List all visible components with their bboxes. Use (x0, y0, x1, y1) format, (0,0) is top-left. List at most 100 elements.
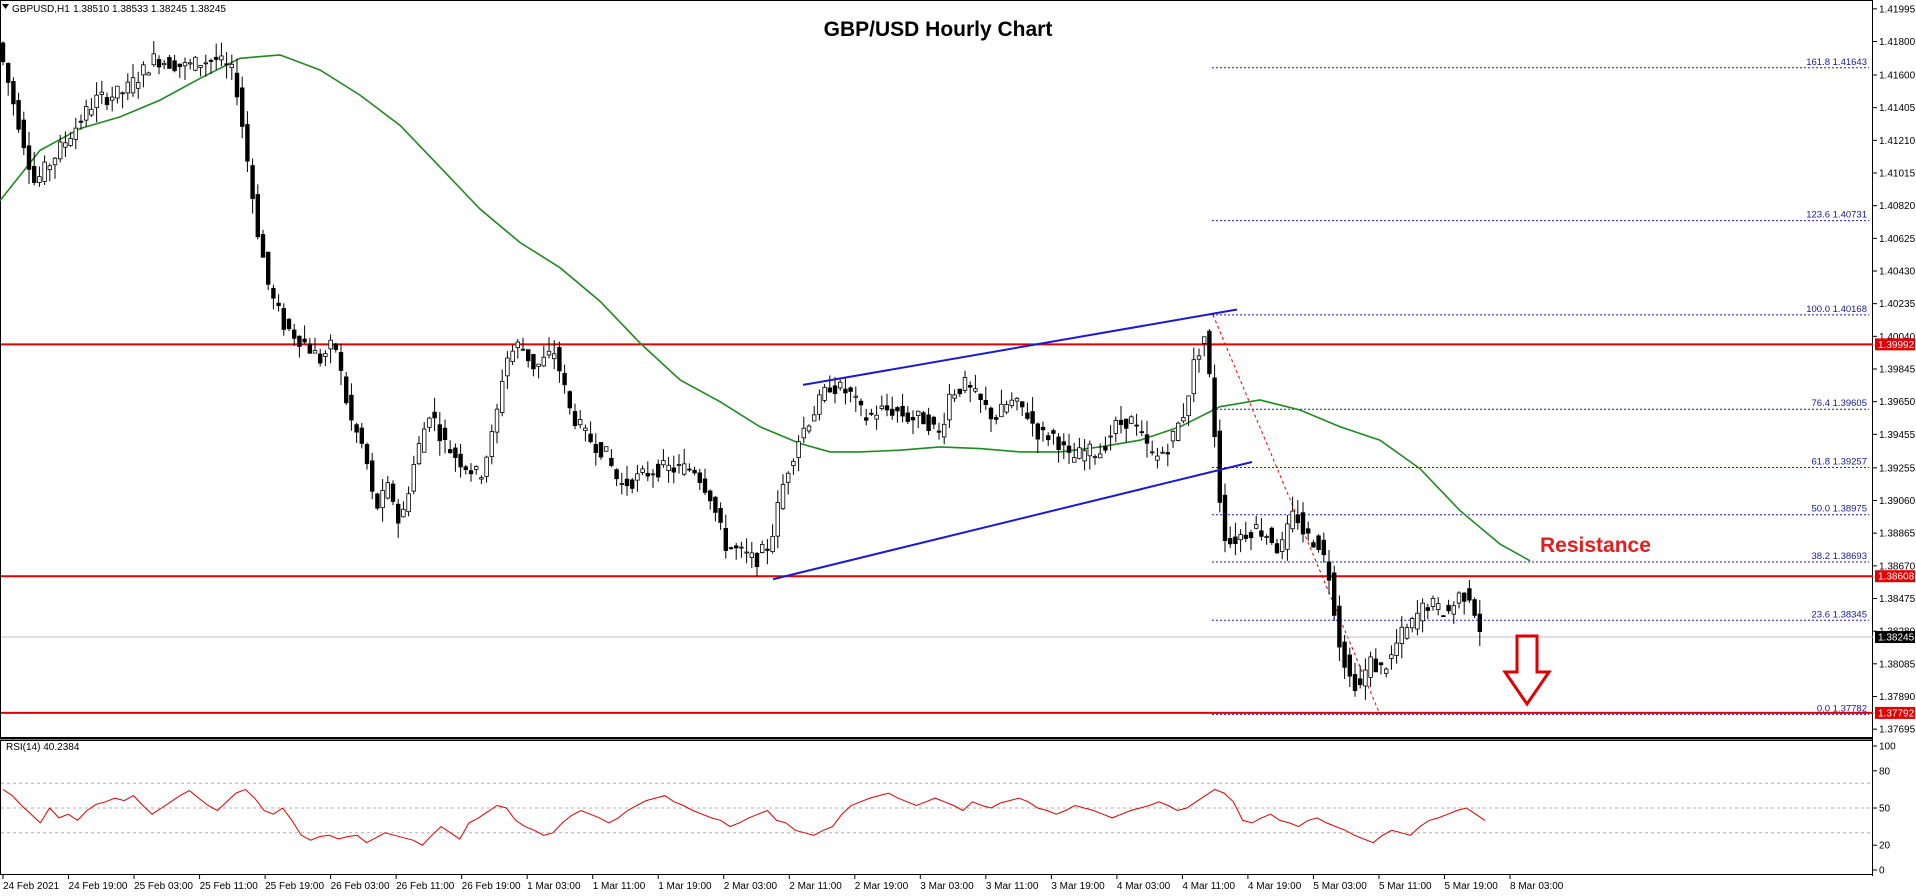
candle-bear (468, 470, 474, 475)
candle-bull (1202, 336, 1207, 344)
candle-bear (1342, 641, 1347, 668)
candle-bear (453, 447, 458, 458)
candle-bear (931, 416, 936, 425)
candle-bull (838, 381, 843, 389)
candle-bear (1165, 452, 1170, 455)
candle-bull (1394, 642, 1399, 656)
candle-bull (115, 85, 120, 99)
candle-bear (234, 72, 240, 98)
price-tick-label: 1.38865 (1879, 529, 1916, 540)
time-tick-label: 3 Mar 03:00 (920, 881, 974, 892)
candle-bull (1238, 534, 1243, 541)
candle-bear (286, 318, 292, 330)
price-tick-label: 1.41600 (1879, 71, 1916, 82)
candle-bear (354, 424, 359, 433)
candle-bear (0, 42, 6, 63)
candle-bull (416, 443, 422, 465)
level-price-badge-bg (1875, 570, 1915, 583)
candle-bull (182, 62, 188, 67)
candle-bear (1139, 431, 1144, 434)
candle-bear (567, 391, 572, 409)
candle-bear (447, 449, 453, 454)
candle-bear (718, 508, 723, 523)
rising-channel (772, 308, 1253, 581)
candle-bear (926, 414, 931, 432)
time-tick-label: 2 Mar 11:00 (789, 881, 842, 892)
candle-bull (193, 56, 198, 71)
price-tick-label: 1.39650 (1879, 397, 1916, 408)
candle-bull (1009, 399, 1014, 406)
rsi-tick-label: 20 (1879, 841, 1891, 852)
candle-bear (1462, 592, 1467, 602)
price-tick-label: 1.40625 (1879, 234, 1916, 245)
candle-bear (983, 399, 988, 406)
candle-bull (1290, 510, 1295, 530)
price-tick-label: 1.41015 (1879, 169, 1916, 180)
candle-bear (349, 394, 354, 421)
time-tick-label: 5 Mar 19:00 (1444, 881, 1498, 892)
sma-line (0, 54, 1531, 562)
candle-bear (1228, 537, 1233, 545)
candle-bull (125, 81, 130, 94)
candle-bull (380, 490, 385, 509)
time-tick-label: 5 Mar 03:00 (1313, 881, 1367, 892)
candle-bull (499, 380, 505, 413)
candle-bear (1347, 654, 1352, 677)
candle-bear (245, 124, 250, 162)
candle-bear (957, 388, 962, 395)
candle-bear (250, 165, 255, 200)
rsi-tick-label: 0 (1879, 866, 1885, 877)
price-tick-label: 1.40820 (1879, 201, 1916, 212)
candle-bear (458, 453, 463, 468)
time-tick-label: 25 Feb 03:00 (134, 881, 193, 892)
moving-average (0, 54, 1531, 562)
candle-bull (99, 91, 104, 95)
symbol-ohlc-label: GBPUSD,H1 1.38510 1.38533 1.38245 1.38245 (12, 4, 226, 15)
channel-lower-line (772, 461, 1253, 581)
price-badges: 1.39992 1.38608 1.37792 1.38245 (1875, 338, 1915, 719)
time-tick-label: 8 Mar 03:00 (1510, 881, 1564, 892)
candle-bull (505, 357, 510, 377)
fib-level-label: 61.8 1.39257 (1812, 457, 1867, 468)
candle-bull (58, 141, 63, 160)
candle-bull (68, 138, 73, 146)
candle-bull (942, 423, 947, 438)
candle-bull (817, 394, 822, 415)
candle-bear (1248, 532, 1254, 539)
candle-bull (484, 456, 489, 477)
candle-bear (167, 56, 172, 69)
level-price-badge: 1.37792 (1878, 708, 1915, 719)
candle-bull (219, 55, 224, 61)
candle-bull (682, 463, 687, 475)
candle-bull (999, 403, 1004, 418)
candle-bull (110, 96, 115, 101)
price-tick-label: 1.41405 (1879, 103, 1916, 114)
candle-bear (754, 552, 760, 568)
candle-bull (676, 464, 682, 466)
fib-level-label: 123.6 1.40731 (1806, 210, 1867, 221)
candle-bull (760, 544, 765, 553)
candle-bear (848, 387, 853, 392)
candle-bear (1051, 430, 1056, 434)
candle-bull (1389, 654, 1394, 659)
candle-bear (713, 496, 718, 513)
candle-bull (406, 493, 411, 513)
candle-bear (213, 56, 219, 60)
candle-bear (1046, 435, 1051, 441)
candle-bull (1129, 416, 1134, 424)
candle-bear (11, 81, 16, 105)
candle-bear (276, 302, 281, 307)
time-tick-label: 24 Feb 19:00 (69, 881, 128, 892)
candle-bear (338, 352, 344, 371)
candle-bull (1430, 598, 1436, 607)
candle-bull (791, 460, 796, 466)
candle-bear (208, 60, 214, 62)
candle-bear (1217, 430, 1222, 503)
candle-bull (1196, 355, 1202, 360)
candle-bear (843, 388, 848, 394)
fib-level-label: 38.2 1.38693 (1812, 551, 1867, 562)
candle-bull (822, 386, 827, 401)
candle-bear (968, 385, 973, 388)
candle-bear (260, 234, 266, 258)
candle-bear (687, 468, 692, 471)
